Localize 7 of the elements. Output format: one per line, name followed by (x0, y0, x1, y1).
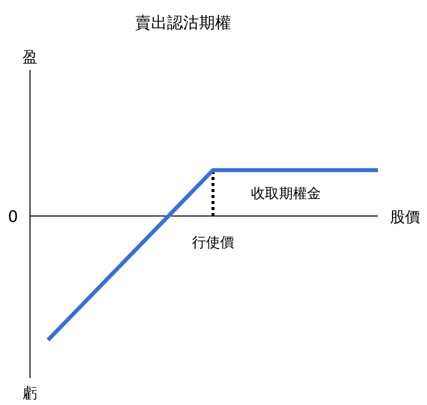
annotation: 行使價 (192, 235, 234, 251)
annotation: 收取期權金 (251, 186, 321, 202)
x-axis-title: 股價 (390, 208, 420, 226)
text: 虧 (22, 384, 38, 402)
text: 盈 (22, 48, 38, 66)
text: 0 (8, 207, 18, 226)
chart-title: 賣出認沽期權 (135, 13, 231, 32)
